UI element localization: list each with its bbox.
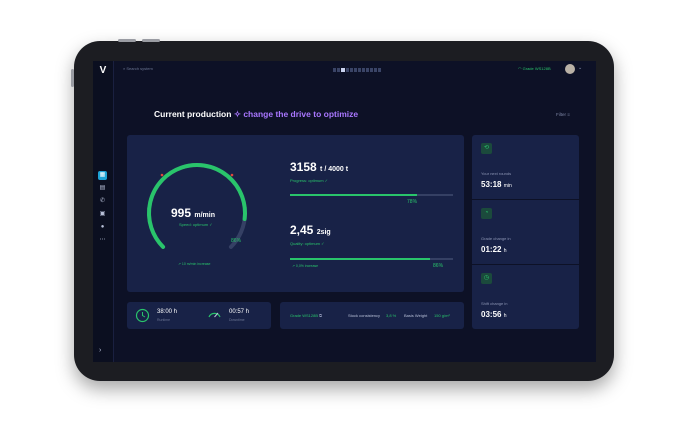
chevron-down-icon[interactable]: ⌄ — [578, 65, 583, 71]
progress-label: Progress: optimum ✓ — [290, 178, 329, 183]
speed-increase: ↗ 10 m/min increase — [178, 262, 211, 266]
grade-change-value: 01:22 h — [481, 245, 507, 254]
volume-button — [142, 39, 160, 42]
consistency-value: 3,8 % — [386, 313, 397, 318]
progress-bar-fill — [290, 194, 418, 196]
downtime-icon — [208, 312, 221, 318]
quality-percent: 86% — [433, 263, 444, 269]
avatar[interactable] — [565, 64, 575, 74]
search-icon: ⌕ — [123, 66, 126, 71]
runtime-card: 38:00 h Runtime 00:57 h Downtime — [127, 302, 271, 329]
shift-change-value: 03:56 h — [481, 310, 507, 319]
speed-gauge — [147, 163, 247, 249]
side-button — [71, 69, 74, 87]
consistency-label: Stock consistency — [348, 313, 381, 318]
quality-label: Quality: optimum ✓ — [290, 241, 325, 246]
speed-value: 995 m/min — [171, 206, 215, 220]
calendar-icon[interactable]: ▣ — [99, 211, 106, 217]
next-rounds: ⟲ Your next rounds 53:18 min — [472, 135, 579, 200]
optimize-link[interactable]: change the drive to optimize — [243, 109, 359, 119]
gauge-marker — [160, 173, 164, 177]
grade-icon: ◔ — [481, 208, 492, 219]
schedule-card: ⟲ Your next rounds 53:18 min ◔ Grade cha… — [472, 135, 579, 329]
external-link-icon[interactable]: ⧉ — [319, 313, 322, 318]
next-rounds-value: 53:18 min — [481, 180, 512, 189]
dashboard-icon[interactable]: ▦ — [98, 171, 107, 180]
filter-icon: ≡ — [567, 112, 570, 117]
app-logo[interactable]: V — [99, 65, 107, 76]
quality-increase: ↗ 0,0% increase — [292, 264, 319, 268]
runtime-icon — [135, 308, 150, 323]
status-indicator[interactable]: ◠ Grade WS128B — [518, 66, 551, 71]
filter-button[interactable]: Filter ≡ — [556, 112, 570, 117]
grade-card: Grade WS128B ⧉ Stock consistency 3,8 % B… — [280, 302, 464, 329]
reports-icon[interactable]: ▤ — [99, 185, 106, 191]
info-icon[interactable]: ● — [100, 224, 105, 230]
downtime-label: Downtime — [229, 318, 245, 322]
quality-bar-fill — [290, 258, 431, 260]
speed-percent: 86% — [231, 238, 242, 244]
grade-name: Grade WS128B ⧉ — [290, 313, 322, 318]
progress-percent: 78% — [407, 199, 418, 205]
grade-change: ◔ Grade change in 01:22 h — [472, 200, 579, 265]
gauge-marker — [230, 173, 234, 177]
search-input[interactable]: ⌕ Search system — [123, 66, 153, 71]
phone-icon[interactable]: ✆ — [99, 198, 106, 204]
volume-button — [118, 39, 136, 42]
page-indicator — [333, 68, 381, 72]
shift-change: ◷ Shift change in 03:56 h — [481, 273, 508, 319]
page-title: Current production ✧ change the drive to… — [154, 109, 359, 119]
app-screen: V ▦ ▤ ✆ ▣ ● ⋯ › ⌕ Search system ◠ Grade … — [93, 61, 596, 362]
sparkle-icon: ✧ — [233, 109, 241, 119]
runtime-label: Runtime — [157, 318, 171, 322]
tablet-frame: V ▦ ▤ ✆ ▣ ● ⋯ › ⌕ Search system ◠ Grade … — [71, 39, 614, 381]
signal-icon: ◠ — [518, 66, 522, 71]
weight-label: Basis Weight — [404, 313, 428, 318]
progress-value: 3158 t / 4000 t — [290, 160, 349, 174]
more-icon[interactable]: ⋯ — [99, 237, 106, 243]
production-card: 995 m/min Speed: optimum ✓ 86% ↗ 10 m/mi… — [127, 135, 464, 292]
weight-value: 150 g/m² — [434, 313, 450, 318]
downtime-value: 00:57 h — [229, 309, 250, 315]
speed-label: Speed: optimum ✓ — [179, 222, 213, 227]
sidebar: V ▦ ▤ ✆ ▣ ● ⋯ › — [93, 61, 114, 362]
expand-sidebar-icon[interactable]: › — [99, 347, 102, 354]
shift-icon: ◷ — [481, 273, 492, 284]
top-bar: ⌕ Search system ◠ Grade WS128B ⌄ — [113, 61, 596, 79]
quality-value: 2,45 2sig — [290, 223, 331, 237]
runtime-value: 38:00 h — [157, 309, 178, 315]
rounds-icon: ⟲ — [481, 143, 492, 154]
